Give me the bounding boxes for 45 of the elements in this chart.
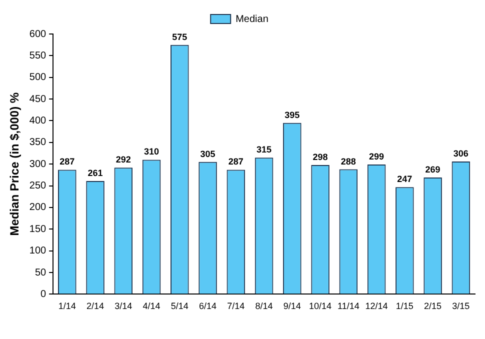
data-label: 299 bbox=[369, 152, 384, 162]
y-tick-label: 100 bbox=[29, 246, 47, 257]
data-label: 310 bbox=[144, 146, 160, 157]
x-tick-label: 1/15 bbox=[396, 301, 414, 312]
data-label: 287 bbox=[60, 156, 75, 167]
data-label: 298 bbox=[312, 152, 328, 162]
y-tick-label: 350 bbox=[29, 137, 47, 148]
x-tick-label: 2/14 bbox=[86, 301, 104, 312]
x-tick-label: 10/14 bbox=[309, 301, 332, 312]
x-tick-label: 1/14 bbox=[58, 301, 76, 312]
y-tick-label: 150 bbox=[29, 224, 47, 235]
y-tick-label: 500 bbox=[29, 72, 47, 84]
x-tick-label: 3/15 bbox=[452, 301, 470, 312]
y-tick-label: 300 bbox=[29, 158, 47, 170]
y-tick-label: 250 bbox=[29, 180, 47, 192]
x-tick-label: 11/14 bbox=[337, 301, 360, 312]
y-tick-label: 450 bbox=[29, 94, 47, 105]
y-tick-label: 50 bbox=[34, 267, 47, 278]
y-tick-label: 600 bbox=[29, 28, 47, 40]
y-tick-label: 0 bbox=[40, 288, 47, 300]
data-label: 305 bbox=[200, 148, 216, 159]
data-label: 395 bbox=[284, 110, 300, 120]
legend-label: Median bbox=[236, 14, 268, 25]
y-tick-label: 200 bbox=[29, 202, 47, 214]
x-tick-label: 9/14 bbox=[283, 301, 301, 312]
data-label: 247 bbox=[397, 174, 412, 184]
y-tick-label: 400 bbox=[29, 115, 47, 126]
x-tick-label: 2/15 bbox=[424, 301, 442, 312]
data-label: 288 bbox=[340, 156, 356, 166]
y-axis-title: Median Price (in $,000) % bbox=[8, 92, 22, 236]
data-label: 261 bbox=[88, 168, 103, 178]
x-tick-label: 5/14 bbox=[170, 301, 188, 312]
data-label: 306 bbox=[453, 148, 468, 158]
x-tick-label: 7/14 bbox=[227, 301, 245, 312]
data-label: 292 bbox=[116, 154, 131, 165]
data-label: 269 bbox=[425, 164, 440, 175]
data-label: 575 bbox=[172, 32, 188, 42]
x-tick-label: 12/14 bbox=[365, 301, 388, 312]
data-label: 287 bbox=[228, 156, 244, 167]
x-tick-label: 8/14 bbox=[255, 301, 273, 312]
y-tick-label: 550 bbox=[29, 50, 47, 62]
x-tick-label: 4/14 bbox=[142, 301, 160, 312]
x-tick-label: 3/14 bbox=[114, 301, 132, 312]
data-label: 315 bbox=[256, 144, 272, 155]
x-tick-label: 6/14 bbox=[199, 301, 217, 312]
